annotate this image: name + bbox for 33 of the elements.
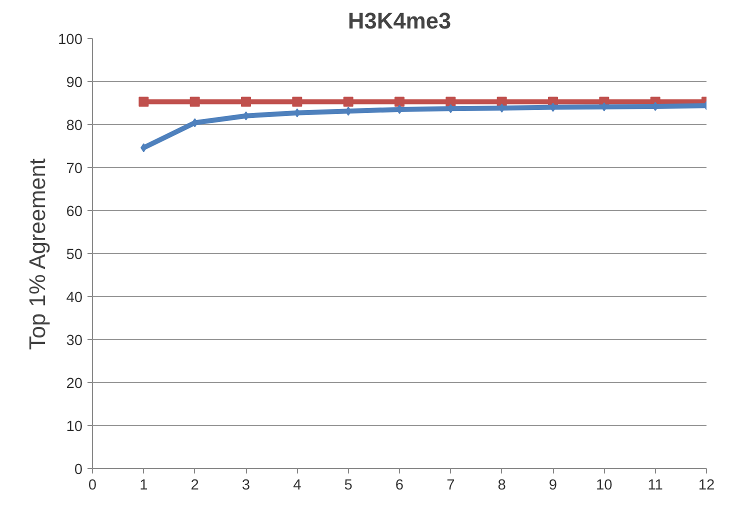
point [190, 96, 200, 107]
y-axis-title: Top 1% Agreement [24, 158, 50, 350]
x-tick-label: 0 [88, 478, 97, 494]
x-tick-label: 4 [293, 478, 302, 494]
chart-title: H3K4me3 [348, 8, 452, 34]
x-tick-label: 6 [395, 478, 404, 494]
point [138, 96, 149, 107]
x-tick-label: 2 [190, 478, 199, 494]
y-tick-label: 70 [66, 161, 83, 177]
y-tick-label: 0 [74, 462, 83, 478]
point [446, 96, 456, 107]
x-tick-label: 8 [498, 478, 506, 494]
point [241, 96, 251, 107]
y-tick-label: 10 [66, 419, 83, 435]
x-tick-label: 3 [242, 478, 250, 494]
y-tick-label: 40 [66, 290, 83, 306]
y-tick-label: 90 [66, 75, 83, 91]
x-tick-label: 7 [446, 478, 455, 494]
y-tick-label: 80 [66, 118, 83, 134]
point [394, 96, 404, 107]
x-tick-label: 9 [548, 478, 558, 494]
point [343, 96, 354, 107]
y-tick-label: 50 [66, 247, 83, 263]
y-tick-label: 60 [66, 204, 83, 220]
y-tick-label: 100 [58, 32, 83, 48]
x-tick-label: 10 [596, 478, 612, 494]
x-tick-label: 11 [648, 478, 663, 494]
y-tick-label: 30 [66, 333, 83, 349]
x-tick-label: 5 [344, 478, 352, 494]
x-tick-label: 12 [698, 478, 715, 494]
point [292, 96, 302, 107]
x-tick-label: 1 [140, 478, 148, 494]
y-tick-label: 20 [66, 376, 83, 392]
